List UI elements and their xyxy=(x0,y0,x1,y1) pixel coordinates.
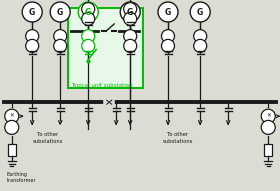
Circle shape xyxy=(194,39,207,52)
Circle shape xyxy=(261,109,275,123)
Text: G: G xyxy=(57,7,63,16)
Circle shape xyxy=(124,12,137,25)
Circle shape xyxy=(124,3,137,16)
Circle shape xyxy=(194,30,207,43)
Circle shape xyxy=(261,120,275,134)
Bar xyxy=(68,8,143,88)
Circle shape xyxy=(162,39,174,52)
Circle shape xyxy=(50,2,70,22)
Circle shape xyxy=(54,30,67,43)
Circle shape xyxy=(54,39,67,52)
Text: G: G xyxy=(29,7,35,16)
Text: G: G xyxy=(197,7,203,16)
Text: G: G xyxy=(165,7,171,16)
Text: ✕: ✕ xyxy=(266,114,270,119)
Circle shape xyxy=(26,30,39,43)
Text: G: G xyxy=(127,7,133,16)
Circle shape xyxy=(82,39,95,52)
Text: Typical unit substation: Typical unit substation xyxy=(71,83,132,88)
Circle shape xyxy=(82,12,95,25)
Circle shape xyxy=(5,109,19,123)
Text: To other
substations: To other substations xyxy=(163,132,193,144)
Circle shape xyxy=(82,30,95,43)
Circle shape xyxy=(26,39,39,52)
Circle shape xyxy=(162,30,174,43)
Circle shape xyxy=(158,2,178,22)
Circle shape xyxy=(190,2,210,22)
Text: Earthing
transformer: Earthing transformer xyxy=(7,172,36,183)
Circle shape xyxy=(82,3,95,16)
Circle shape xyxy=(120,2,140,22)
Circle shape xyxy=(22,2,42,22)
Circle shape xyxy=(5,120,19,134)
Bar xyxy=(264,144,272,156)
Circle shape xyxy=(78,2,98,22)
Text: G: G xyxy=(85,7,91,16)
Bar xyxy=(8,144,16,156)
Circle shape xyxy=(124,39,137,52)
Text: To other
substations: To other substations xyxy=(32,132,63,144)
Circle shape xyxy=(124,30,137,43)
Text: ✕: ✕ xyxy=(10,114,14,119)
